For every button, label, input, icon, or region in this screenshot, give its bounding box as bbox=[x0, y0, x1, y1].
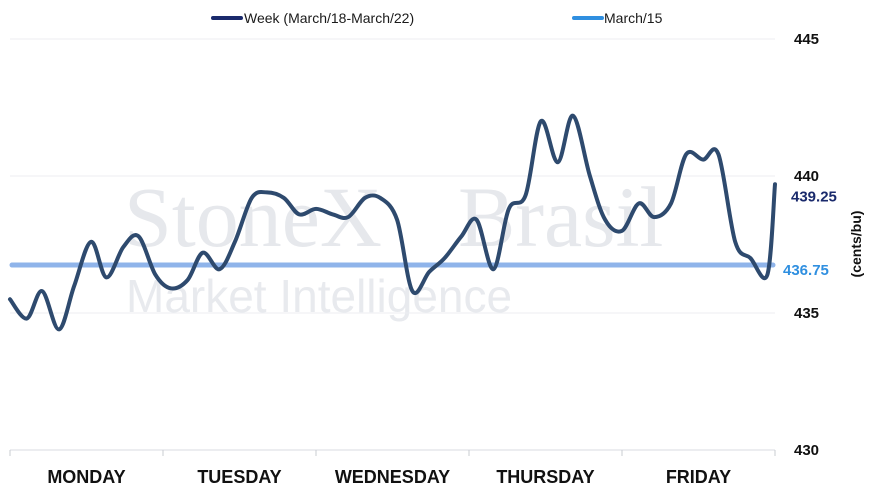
watermark-sub: Market Intelligence bbox=[126, 270, 512, 322]
x-category-label-wednesday: WEDNESDAY bbox=[335, 467, 450, 487]
legend-label-week: Week (March/18-March/22) bbox=[244, 10, 414, 26]
legend: Week (March/18-March/22) March/15 bbox=[211, 10, 663, 26]
x-category-label-thursday: THURSDAY bbox=[496, 467, 594, 487]
x-category-label-friday: FRIDAY bbox=[666, 467, 731, 487]
y-tick-label-445: 445 bbox=[794, 31, 819, 48]
x-axis: MONDAY TUESDAY WEDNESDAY THURSDAY FRIDAY bbox=[9, 450, 776, 487]
legend-label-march15: March/15 bbox=[604, 10, 663, 26]
value-label-week: 439.25 bbox=[791, 189, 837, 206]
watermark: StoneX Brasil Market Intelligence bbox=[124, 169, 663, 322]
y-axis-title: (cents/bu) bbox=[848, 211, 864, 278]
y-tick-label-435: 435 bbox=[794, 305, 819, 322]
series-layer: 436.75 439.25 bbox=[8, 113, 837, 332]
x-category-label-monday: MONDAY bbox=[47, 467, 125, 487]
y-tick-label-430: 430 bbox=[794, 442, 819, 459]
series-line-week bbox=[8, 113, 777, 332]
gridlines bbox=[10, 38, 775, 451]
value-label-march15: 436.75 bbox=[783, 262, 829, 279]
y-axis-ticks: 430 435 440 445 bbox=[794, 31, 819, 459]
x-category-label-tuesday: TUESDAY bbox=[197, 467, 281, 487]
y-tick-label-440: 440 bbox=[794, 168, 819, 185]
